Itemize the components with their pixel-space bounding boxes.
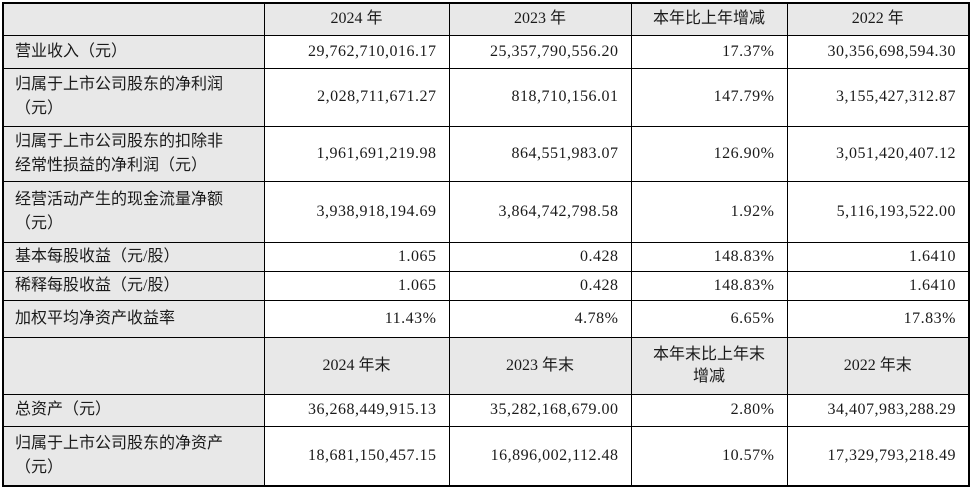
value-2022: 34,407,983,288.29 [786, 393, 970, 427]
value-change: 2.80% [630, 393, 788, 427]
col-header-yearend-change: 本年末比上年末 增减 [630, 336, 788, 395]
value-2024: 18,681,150,457.15 [263, 425, 450, 487]
table-row-total-assets: 总资产（元） 36,268,449,915.13 35,282,168,679.… [2, 393, 970, 427]
table-row-operating-cash-flow: 经营活动产生的现金流量净额 （元） 3,938,918,194.69 3,864… [2, 180, 970, 243]
metric-label: 基本每股收益（元/股） [2, 241, 265, 272]
metric-label: 归属于上市公司股东的净资产 （元） [2, 425, 265, 487]
col-header-2024-yearend: 2024 年末 [263, 336, 450, 395]
value-2024: 11.43% [263, 299, 450, 338]
value-2024: 29,762,710,016.17 [263, 34, 450, 69]
metric-label: 稀释每股收益（元/股） [2, 270, 265, 301]
table-row-revenue: 营业收入（元） 29,762,710,016.17 25,357,790,556… [2, 34, 970, 69]
value-2023: 818,710,156.01 [448, 67, 632, 127]
value-2024: 3,938,918,194.69 [263, 180, 450, 243]
col-header-2023-yearend: 2023 年末 [448, 336, 632, 395]
value-change: 6.65% [630, 299, 788, 338]
value-change: 148.83% [630, 270, 788, 301]
value-2023: 0.428 [448, 270, 632, 301]
value-change: 1.92% [630, 180, 788, 243]
metric-label: 营业收入（元） [2, 34, 265, 69]
annual-header-row: 2024 年 2023 年 本年比上年增减 2022 年 [2, 2, 970, 36]
value-2022: 17.83% [786, 299, 970, 338]
metric-label: 归属于上市公司股东的扣除非 经常性损益的净利润（元） [2, 125, 265, 182]
value-2023: 0.428 [448, 241, 632, 272]
value-2024: 1.065 [263, 241, 450, 272]
annual-header-blank-cell [2, 2, 265, 36]
yearend-header-blank-cell [2, 336, 265, 395]
value-2024: 2,028,711,671.27 [263, 67, 450, 127]
table-row-weighted-avg-roe: 加权平均净资产收益率 11.43% 4.78% 6.65% 17.83% [2, 299, 970, 338]
value-2022: 17,329,793,218.49 [786, 425, 970, 487]
yearend-header-row: 2024 年末 2023 年末 本年末比上年末 增减 2022 年末 [2, 336, 970, 395]
value-change: 126.90% [630, 125, 788, 182]
metric-label: 加权平均净资产收益率 [2, 299, 265, 338]
col-header-2023: 2023 年 [448, 2, 632, 36]
value-2023: 3,864,742,798.58 [448, 180, 632, 243]
col-header-yoy-change: 本年比上年增减 [630, 2, 788, 36]
metric-label: 总资产（元） [2, 393, 265, 427]
value-2022: 1.6410 [786, 241, 970, 272]
value-2024: 1.065 [263, 270, 450, 301]
metric-label: 经营活动产生的现金流量净额 （元） [2, 180, 265, 243]
value-2023: 35,282,168,679.00 [448, 393, 632, 427]
col-header-2022-yearend: 2022 年末 [786, 336, 970, 395]
metric-label: 归属于上市公司股东的净利润 （元） [2, 67, 265, 127]
value-2022: 3,051,420,407.12 [786, 125, 970, 182]
value-change: 147.79% [630, 67, 788, 127]
col-header-2022: 2022 年 [786, 2, 970, 36]
value-change: 148.83% [630, 241, 788, 272]
value-change: 10.57% [630, 425, 788, 487]
value-2023: 4.78% [448, 299, 632, 338]
table-row-basic-eps: 基本每股收益（元/股） 1.065 0.428 148.83% 1.6410 [2, 241, 970, 272]
value-2022: 3,155,427,312.87 [786, 67, 970, 127]
table-row-net-profit: 归属于上市公司股东的净利润 （元） 2,028,711,671.27 818,7… [2, 67, 970, 127]
value-2024: 1,961,691,219.98 [263, 125, 450, 182]
table-row-net-assets: 归属于上市公司股东的净资产 （元） 18,681,150,457.15 16,8… [2, 425, 970, 487]
value-2023: 864,551,983.07 [448, 125, 632, 182]
value-2022: 1.6410 [786, 270, 970, 301]
value-2024: 36,268,449,915.13 [263, 393, 450, 427]
value-change: 17.37% [630, 34, 788, 69]
table-row-diluted-eps: 稀释每股收益（元/股） 1.065 0.428 148.83% 1.6410 [2, 270, 970, 301]
value-2022: 30,356,698,594.30 [786, 34, 970, 69]
col-header-2024: 2024 年 [263, 2, 450, 36]
value-2023: 16,896,002,112.48 [448, 425, 632, 487]
value-2022: 5,116,193,522.00 [786, 180, 970, 243]
value-2023: 25,357,790,556.20 [448, 34, 632, 69]
table-row-net-profit-excl-nonrecurring: 归属于上市公司股东的扣除非 经常性损益的净利润（元） 1,961,691,219… [2, 125, 970, 182]
